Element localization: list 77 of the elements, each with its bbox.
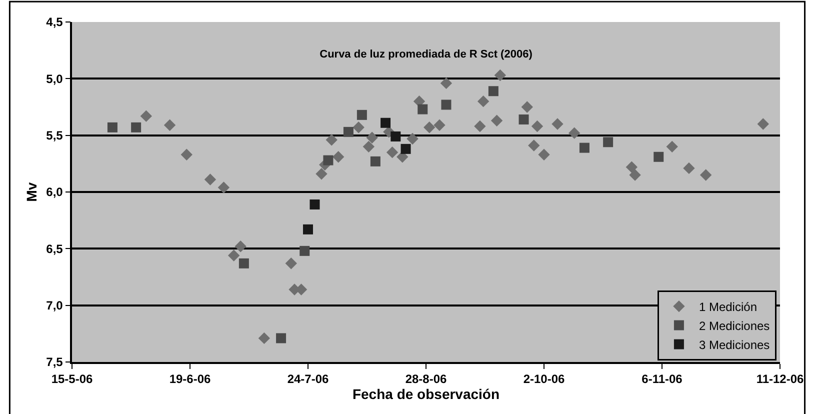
- point: [579, 142, 590, 153]
- point: [434, 119, 446, 131]
- legend-label: 2 Mediciones: [698, 318, 770, 333]
- point: [757, 118, 769, 130]
- y-tick-label: 4,5: [46, 15, 64, 30]
- x-tick-label: 11-12-06: [756, 372, 804, 386]
- point: [390, 131, 401, 142]
- point: [400, 144, 411, 154]
- point: [366, 132, 378, 144]
- point: [131, 122, 142, 132]
- point: [303, 224, 313, 234]
- point: [234, 240, 246, 252]
- point: [683, 162, 695, 174]
- y-tick-label: 7,0: [46, 298, 64, 313]
- point: [654, 152, 664, 162]
- x-tick-label: 19-6-06: [169, 372, 211, 386]
- point: [629, 169, 641, 181]
- point: [352, 122, 364, 134]
- point: [440, 77, 452, 90]
- y-tick-label: 6,0: [46, 185, 64, 200]
- point: [490, 114, 503, 126]
- point: [477, 95, 490, 108]
- text: Curva de luz promediada de R Sct (2006): [320, 48, 533, 60]
- legend-label: 3 Mediciones: [698, 338, 770, 352]
- point: [326, 134, 338, 146]
- y-axis-title: Mv: [23, 182, 40, 202]
- point: [538, 148, 550, 160]
- point: [316, 168, 328, 180]
- point: [406, 132, 418, 145]
- point: [164, 119, 176, 131]
- point: [424, 122, 436, 134]
- point: [488, 86, 498, 96]
- point: [531, 120, 544, 132]
- x-tick-label: 24-7-06: [287, 372, 329, 386]
- point: [362, 140, 375, 153]
- point: [285, 258, 297, 270]
- point: [332, 151, 344, 163]
- point: [418, 104, 428, 114]
- point: [180, 148, 192, 160]
- legend-label: 1 Medición: [698, 300, 757, 314]
- point: [518, 114, 529, 124]
- point: [107, 122, 118, 132]
- point: [568, 127, 580, 139]
- y-tick-label: 6,5: [46, 242, 64, 256]
- point: [528, 140, 540, 152]
- point: [228, 250, 240, 262]
- point: [603, 137, 614, 148]
- x-tick-label: 15-5-06: [51, 372, 93, 386]
- y-tick-label: 7,5: [46, 355, 64, 370]
- x-axis-title: Fecha de observación: [352, 386, 500, 402]
- point: [494, 69, 506, 82]
- point: [380, 118, 391, 128]
- point: [474, 120, 486, 132]
- x-tick-label: 6-11-06: [642, 372, 683, 386]
- point: [238, 258, 249, 268]
- point: [356, 110, 367, 120]
- point: [310, 199, 320, 210]
- point: [323, 155, 334, 166]
- point: [552, 118, 564, 130]
- point: [666, 140, 678, 153]
- point: [218, 182, 230, 194]
- point: [441, 100, 452, 110]
- point: [300, 246, 310, 256]
- x-tick-label: 2-10-06: [523, 372, 565, 386]
- point: [276, 333, 286, 344]
- point: [258, 332, 270, 344]
- x-tick-label: 28-8-06: [405, 372, 447, 386]
- point: [521, 101, 533, 113]
- point: [204, 174, 216, 186]
- point: [700, 169, 712, 181]
- point: [140, 110, 152, 122]
- point: [626, 161, 638, 173]
- y-tick-label: 5,5: [46, 128, 64, 143]
- point: [386, 146, 398, 158]
- point: [370, 156, 380, 166]
- point: [343, 126, 354, 137]
- y-tick-label: 5,0: [46, 72, 64, 86]
